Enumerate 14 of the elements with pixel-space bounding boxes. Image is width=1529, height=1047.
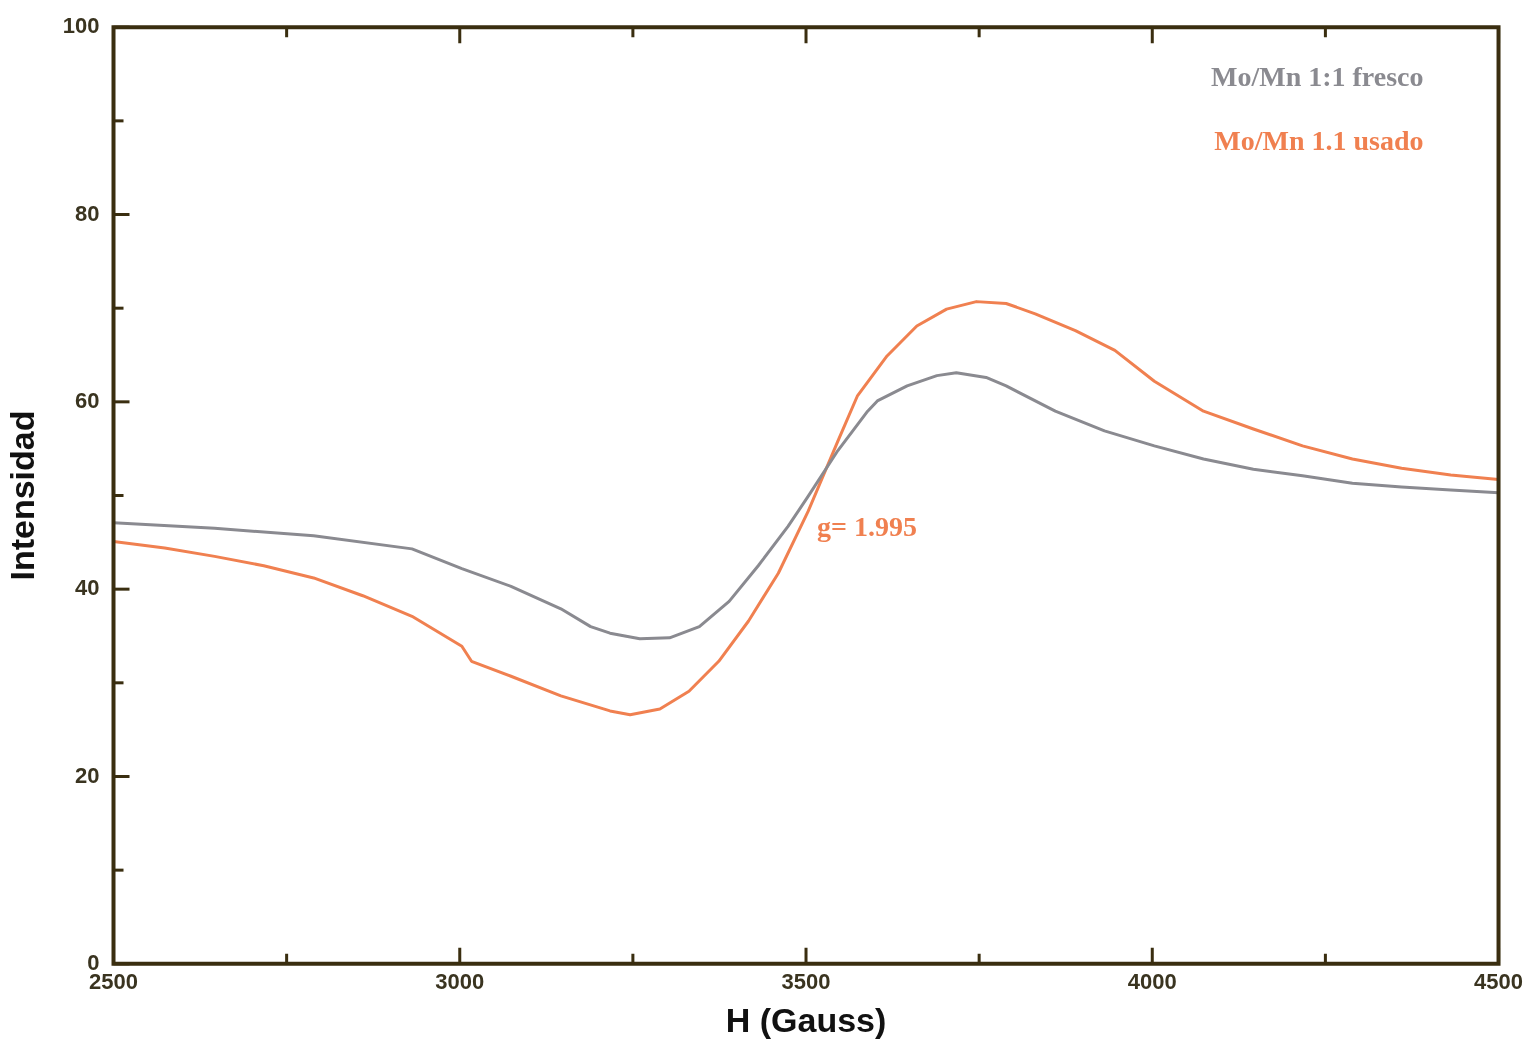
x-tick-label: 3000 (435, 969, 485, 995)
y-tick-label: 40 (75, 575, 100, 601)
y-tick-label: 80 (75, 200, 100, 226)
x-tick-label: 4500 (1474, 969, 1524, 995)
x-axis-title: H (Gauss) (725, 1000, 887, 1039)
annotation: g= 1.995 (817, 511, 918, 543)
y-tick-label: 60 (75, 387, 100, 413)
y-tick-label: 20 (75, 762, 100, 788)
x-tick-label: 3500 (781, 969, 831, 995)
y-axis-title: Intensidad (2, 410, 41, 581)
x-tick-label: 4000 (1127, 969, 1177, 995)
text: Mo/Mn 1:1 fresco (1211, 61, 1424, 93)
y-tick-label: 100 (62, 13, 100, 39)
text: Mo/Mn 1.1 usado (1214, 125, 1424, 157)
